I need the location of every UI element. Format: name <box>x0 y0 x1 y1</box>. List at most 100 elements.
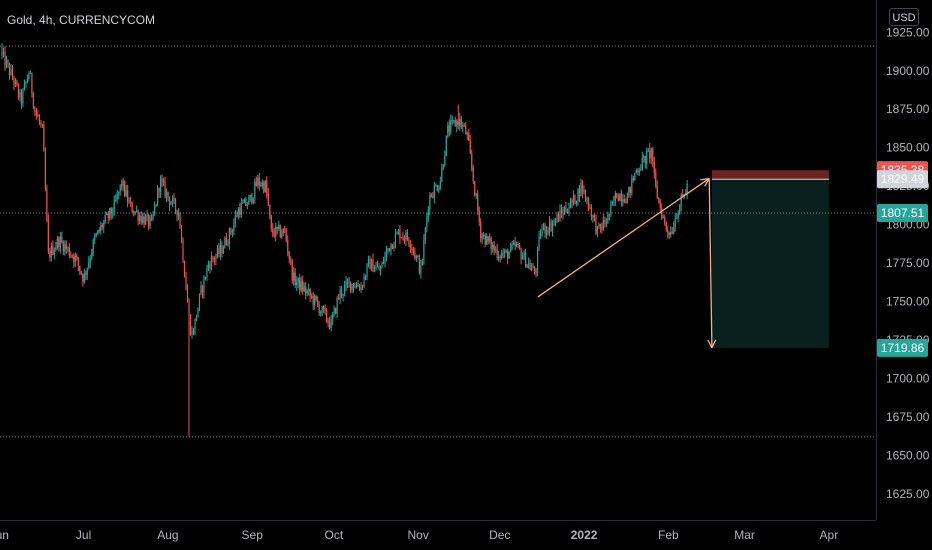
candle-body <box>375 266 377 270</box>
candle-body <box>379 268 382 271</box>
price-tag-label: 1829.49 <box>881 172 925 186</box>
x-tick-label: Jun <box>0 528 9 542</box>
y-tick-label: 1625.00 <box>886 487 930 501</box>
candle-body <box>682 194 684 196</box>
candle-body <box>346 281 349 283</box>
candle-body <box>288 251 290 260</box>
candle-body <box>79 265 81 272</box>
candle-body <box>338 298 340 300</box>
candle-body <box>625 202 627 204</box>
candle-body <box>82 274 84 282</box>
x-tick-label: Oct <box>325 528 344 542</box>
candle-body <box>444 156 446 166</box>
x-tick-label: Sep <box>242 528 264 542</box>
candle-body <box>115 199 117 201</box>
candle-body <box>279 225 281 237</box>
candle-body <box>530 268 533 270</box>
symbol-title[interactable]: Gold, 4h, CURRENCYCOM <box>7 13 155 27</box>
candle-body <box>136 211 138 213</box>
candle-body <box>349 281 352 290</box>
candle-body <box>230 228 232 233</box>
price-tag <box>877 338 928 357</box>
candle-body <box>562 212 564 215</box>
candle-body <box>278 225 280 229</box>
candle-body <box>194 318 196 334</box>
candle-body <box>192 331 195 334</box>
candle-body <box>153 206 156 215</box>
candle-body <box>251 194 253 203</box>
candle-body <box>574 194 576 204</box>
candle-body <box>616 193 618 199</box>
candle-body <box>412 248 414 252</box>
candle-body <box>649 150 651 159</box>
candle-body <box>320 311 322 314</box>
candle-body <box>1 53 3 56</box>
candle-body <box>402 237 404 239</box>
candle-body <box>62 241 64 252</box>
candle-body <box>580 182 582 197</box>
candle-body <box>378 266 380 271</box>
candle-body <box>16 80 18 86</box>
candle-body <box>565 207 567 212</box>
candle-body <box>228 228 230 244</box>
candle-body <box>155 204 157 207</box>
candle-body <box>385 250 388 256</box>
candle-body <box>31 73 33 94</box>
candle-body <box>317 300 319 305</box>
candle-body <box>364 276 367 278</box>
candle-body <box>542 225 545 230</box>
candle-body <box>517 244 519 246</box>
candle-body <box>91 253 93 259</box>
candle-body <box>281 234 283 237</box>
y-tick-label: 1775.00 <box>886 256 930 270</box>
candle-body <box>55 247 57 251</box>
candle-body <box>297 277 299 283</box>
candle-body <box>25 81 27 84</box>
candle-body <box>200 286 202 294</box>
candle-body <box>602 219 604 230</box>
candle-body <box>327 320 329 323</box>
candle-body <box>137 211 139 221</box>
candle-body <box>122 181 124 187</box>
candle-body <box>348 281 350 283</box>
candle-body <box>156 188 159 205</box>
candle-body <box>269 205 271 216</box>
candle-body <box>451 120 453 122</box>
candle-body <box>324 309 326 311</box>
candle-body <box>88 262 90 269</box>
candle-body <box>243 199 245 203</box>
candle-body <box>285 230 287 241</box>
candle-body <box>468 132 470 141</box>
arrow-line <box>537 177 710 298</box>
price-tag-label: 1807.51 <box>881 206 925 220</box>
time-axis[interactable]: Jun Jul Aug Sep Oct Nov Dec 2022 Feb Mar Apr <box>0 528 838 542</box>
candle-body <box>35 111 38 115</box>
horizontal-lines <box>0 45 876 438</box>
candle-body <box>577 188 579 202</box>
candle-body <box>209 264 211 269</box>
candle-body <box>590 207 593 218</box>
candle-body <box>619 194 621 201</box>
candle-body <box>222 248 225 254</box>
candle-body <box>329 322 331 328</box>
candle-body <box>571 199 573 203</box>
x-tick-label: Dec <box>489 528 510 542</box>
candle-body <box>13 78 15 85</box>
candle-body <box>566 211 569 213</box>
candle-body <box>43 124 45 152</box>
candle-body <box>411 247 413 249</box>
candle-body <box>318 304 320 314</box>
price-tag-label: 1719.86 <box>881 341 925 355</box>
arrow-head <box>700 177 710 181</box>
candle-body <box>46 188 48 221</box>
candle-body <box>257 177 259 187</box>
candle-body <box>37 114 39 117</box>
candle-body <box>314 295 316 305</box>
x-tick-label: Aug <box>157 528 178 542</box>
annotations <box>537 177 717 349</box>
candle-body <box>32 93 35 108</box>
currency-badge[interactable]: USD <box>889 8 919 26</box>
candle-body <box>4 51 6 67</box>
candle-body <box>646 150 648 164</box>
